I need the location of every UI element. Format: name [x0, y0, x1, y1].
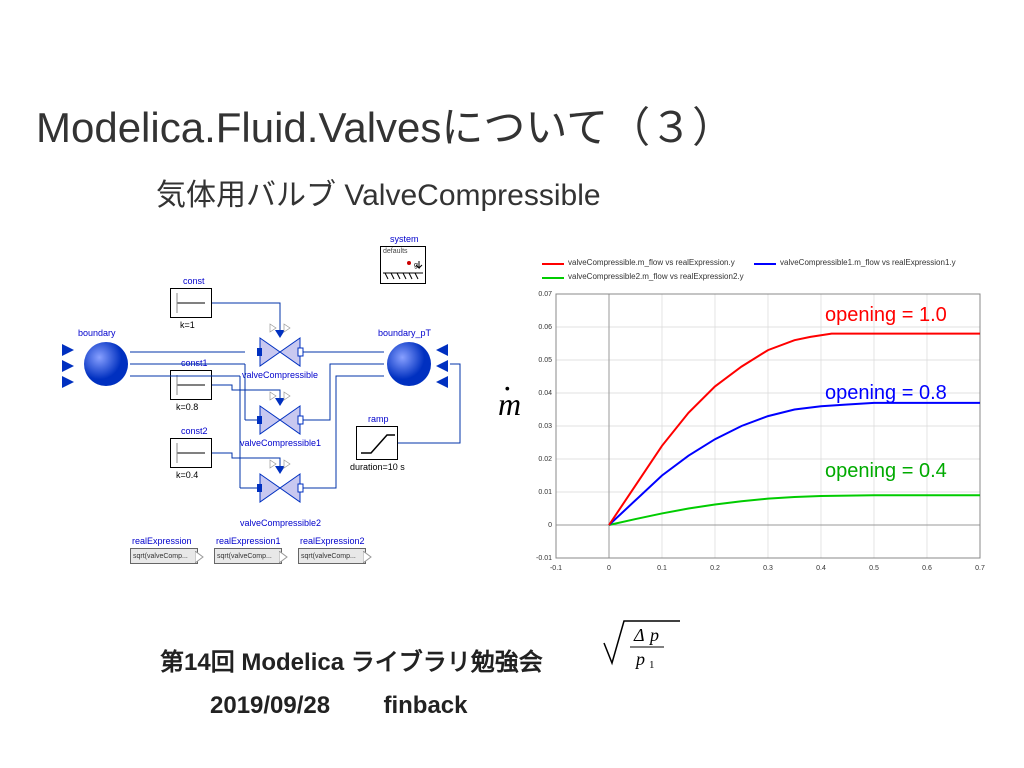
label-const2: const2 — [181, 426, 208, 436]
svg-text:-0.1: -0.1 — [550, 565, 562, 572]
svg-text:0.04: 0.04 — [538, 390, 552, 397]
label-k08: k=0.8 — [176, 402, 198, 412]
svg-text:0.5: 0.5 — [869, 565, 879, 572]
label-boundary: boundary — [78, 328, 116, 338]
svg-text:0.01: 0.01 — [538, 489, 552, 496]
annotation-opening-04: opening = 0.4 — [825, 460, 947, 483]
realexpression-block: sqrt(valveComp... — [130, 548, 198, 564]
label-valve-compressible1: valveCompressible1 — [240, 438, 321, 448]
modelica-diagram: system defaults g const k=1 const1 k=0.8… — [40, 240, 480, 600]
legend-series1: valveCompressible.m_flow vs realExpressi… — [568, 258, 735, 267]
svg-text:0.4: 0.4 — [816, 565, 826, 572]
plot-canvas: -0.1 0 0.1 0.2 0.3 0.4 0.5 0.6 0.7 -0.01 0 0.01 0.02… — [520, 288, 990, 578]
svg-text:0.2: 0.2 — [710, 565, 720, 572]
realexpression1-block: sqrt(valveComp... — [214, 548, 282, 564]
mdot-symbol: m· — [498, 386, 521, 423]
footer-line1: 第14回 Modelica ライブラリ勉強会 — [160, 642, 543, 677]
valve-compressible — [260, 338, 300, 368]
svg-text:0.07: 0.07 — [538, 291, 552, 298]
svg-text:0: 0 — [548, 522, 552, 529]
svg-text:-0.01: -0.01 — [536, 555, 552, 562]
label-realexp: realExpression — [132, 536, 192, 546]
legend-series3: valveCompressible2.m_flow vs realExpress… — [568, 272, 744, 281]
svg-text:0.7: 0.7 — [975, 565, 985, 572]
svg-text:0.03: 0.03 — [538, 423, 552, 430]
valve-compressible2 — [260, 474, 300, 504]
formula-sqrt: Δ p p 1 — [600, 615, 690, 676]
const2-block — [170, 438, 212, 468]
const1-block — [170, 370, 212, 400]
label-realexp2: realExpression2 — [300, 536, 365, 546]
svg-text:p: p — [634, 649, 645, 669]
label-realexp1: realExpression1 — [216, 536, 281, 546]
label-k1: k=1 — [180, 320, 195, 330]
svg-text:Δ: Δ — [633, 625, 645, 645]
annotation-opening-08: opening = 0.8 — [825, 382, 947, 405]
label-valve-compressible: valveCompressible — [242, 370, 318, 380]
label-defaults: defaults — [381, 247, 425, 256]
svg-text:0.6: 0.6 — [922, 565, 932, 572]
footer-line2: 2019/09/28 finback — [210, 692, 468, 720]
svg-text:0.1: 0.1 — [657, 565, 667, 572]
label-ramp: ramp — [368, 414, 389, 424]
line-chart: valveCompressible.m_flow vs realExpressi… — [520, 260, 990, 580]
legend-series2: valveCompressible1.m_flow vs realExpress… — [780, 258, 956, 267]
svg-text:0.06: 0.06 — [538, 324, 552, 331]
svg-text:0.05: 0.05 — [538, 357, 552, 364]
boundary-ports-left — [62, 340, 80, 388]
label-const: const — [183, 276, 205, 286]
footer-author: finback — [383, 692, 467, 719]
svg-text:0.02: 0.02 — [538, 456, 552, 463]
label-boundary-pt: boundary_pT — [378, 328, 431, 338]
label-valve-compressible2: valveCompressible2 — [240, 518, 321, 528]
valve-compressible1 — [260, 406, 300, 436]
boundary-sphere-left — [82, 340, 130, 388]
label-const1: const1 — [181, 358, 208, 368]
ramp-block — [356, 426, 398, 460]
label-system: system — [390, 234, 419, 244]
svg-text:1: 1 — [649, 659, 655, 671]
svg-text:0: 0 — [607, 565, 611, 572]
svg-text:p: p — [648, 625, 659, 645]
page-title: Modelica.Fluid.Valvesについて（３） — [36, 94, 734, 155]
boundary-ports-right — [434, 340, 452, 388]
boundary-sphere-right — [385, 340, 433, 388]
realexpression2-block: sqrt(valveComp... — [298, 548, 366, 564]
system-block: defaults g — [380, 246, 426, 284]
label-k04: k=0.4 — [176, 470, 198, 480]
svg-text:0.3: 0.3 — [763, 565, 773, 572]
label-duration: duration=10 s — [350, 462, 405, 472]
page-subtitle: 気体用バルブ ValveCompressible — [156, 170, 601, 214]
const-block — [170, 288, 212, 318]
footer-date: 2019/09/28 — [210, 692, 330, 719]
annotation-opening-1: opening = 1.0 — [825, 304, 947, 327]
